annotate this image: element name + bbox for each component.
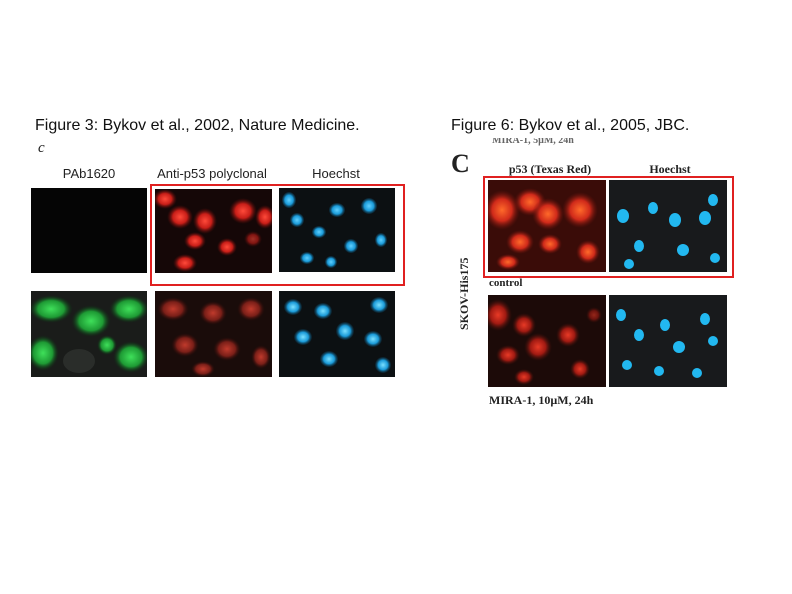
figure6-column-hoechst: Hoechst (649, 162, 691, 176)
figure6-row-label-mira: MIRA-1, 10µM, 24h (489, 393, 594, 407)
fig6-hoechst-mira-image (609, 295, 727, 387)
figure6-column-p53: p53 (Texas Red) (508, 162, 592, 176)
figure6-title: Figure 6: Bykov et al., 2005, JBC. (451, 117, 690, 134)
figure6-top-cut-text: MIRA-1, 5µM, 24h (492, 138, 574, 146)
figure3-title: Figure 3: Bykov et al., 2002, Nature Med… (35, 117, 360, 134)
fig6-hoechst-control-image (609, 180, 727, 272)
fig3-anti-p53-bottom-image (155, 291, 272, 377)
fig3-highlight-box (150, 184, 405, 286)
figure6-panel-letter: C (451, 149, 470, 178)
figure6-cell-line-label: SKOV-His175 (457, 257, 471, 330)
figure3-column-hoechst: Hoechst (312, 166, 360, 181)
figure3-column-pab1620: PAb1620 (62, 166, 116, 181)
fig3-anti-p53-top-image (155, 189, 272, 273)
fig3-hoechst-top-image (279, 188, 395, 272)
figure3-column-anti-p53: Anti-p53 polyclonal (157, 166, 267, 181)
fig6-highlight-box (483, 176, 734, 278)
fig3-pab1620-bottom-image (31, 291, 147, 377)
figure6-row-label-control: control (489, 277, 523, 289)
fig3-pab1620-top-image (31, 188, 147, 273)
fig3-hoechst-bottom-image (279, 291, 395, 377)
fig6-p53-mira-image (488, 295, 606, 387)
figure3-panel-letter: c (38, 140, 45, 156)
fig6-p53-control-image (488, 180, 606, 272)
